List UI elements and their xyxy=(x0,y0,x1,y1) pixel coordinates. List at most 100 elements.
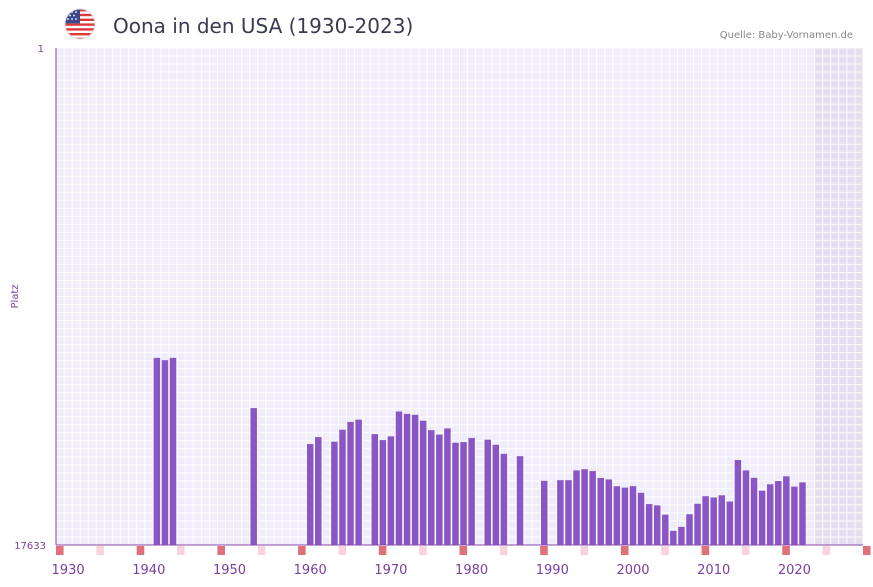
decade-marker-1934 xyxy=(96,546,104,555)
bar-2004 xyxy=(662,514,669,545)
decade-marker-1974 xyxy=(419,546,427,555)
decade-marker-1999 xyxy=(620,546,629,555)
x-tick-label-1990: 1990 xyxy=(536,563,569,578)
decade-marker-1969 xyxy=(378,546,387,555)
bar-2014 xyxy=(742,470,750,545)
x-tick-label-1950: 1950 xyxy=(213,563,246,578)
bar-2001 xyxy=(637,492,645,545)
decade-marker-2029 xyxy=(863,546,871,555)
decade-marker-2004 xyxy=(661,546,669,555)
bar-1989 xyxy=(541,480,548,545)
x-tick-label-1980: 1980 xyxy=(455,563,488,578)
decade-marker-1944 xyxy=(177,546,185,555)
decade-marker-1954 xyxy=(257,546,266,555)
bar-1969 xyxy=(379,440,387,545)
bar-1960 xyxy=(306,444,314,545)
bar-2008 xyxy=(694,503,701,545)
usa-flag-icon xyxy=(64,8,96,40)
bar-2021 xyxy=(799,482,806,545)
bar-1961 xyxy=(315,437,322,545)
bar-2018 xyxy=(775,481,782,545)
bar-1974 xyxy=(419,420,427,545)
decade-marker-2014 xyxy=(741,546,750,555)
bar-1942 xyxy=(161,360,169,545)
x-tick-label-1930: 1930 xyxy=(52,563,85,578)
bar-1972 xyxy=(403,413,411,545)
bar-2010 xyxy=(710,497,717,545)
x-tick-label-2000: 2000 xyxy=(616,563,649,578)
axes xyxy=(55,48,863,546)
x-tick-label-1940: 1940 xyxy=(132,563,165,578)
decade-marker-1939 xyxy=(136,546,145,555)
bar-1968 xyxy=(371,434,378,545)
bar-2002 xyxy=(645,504,653,545)
bar-2020 xyxy=(791,486,798,545)
bar-2012 xyxy=(726,501,734,545)
bar-series xyxy=(153,357,806,545)
bar-2006 xyxy=(678,526,685,545)
bar-1983 xyxy=(492,444,500,545)
bar-1991 xyxy=(557,480,564,545)
bar-1971 xyxy=(395,411,403,545)
y-tick-label-top: 1 xyxy=(38,44,44,55)
bar-1941 xyxy=(153,357,161,545)
bar-1963 xyxy=(331,441,338,545)
bar-1943 xyxy=(169,357,177,545)
tick-labels: 1 17633 Platz 1930 1940 1950 1960 1970 1980 1990 2… xyxy=(10,44,811,578)
chart-title: Oona in den USA (1930-2023) xyxy=(113,14,414,38)
bar-1984 xyxy=(500,453,508,545)
bar-2015 xyxy=(750,477,758,545)
bar-1986 xyxy=(516,456,524,545)
bar-1998 xyxy=(613,486,621,545)
x-tick-label-2010: 2010 xyxy=(697,563,730,578)
plot-grid xyxy=(55,47,864,546)
bar-2013 xyxy=(734,460,742,545)
bar-2009 xyxy=(702,496,709,545)
x-tick-label-1960: 1960 xyxy=(294,563,327,578)
bar-1980 xyxy=(468,437,475,545)
bar-2007 xyxy=(686,514,693,545)
bar-1976 xyxy=(436,434,443,545)
decade-marker-2024 xyxy=(822,546,831,555)
bar-1964 xyxy=(339,429,346,545)
y-tick-label-bottom: 17633 xyxy=(14,541,46,552)
decade-marker-1949 xyxy=(217,546,225,555)
decade-marker-1994 xyxy=(580,546,589,555)
bar-2016 xyxy=(758,490,766,545)
bar-1996 xyxy=(597,477,604,545)
decade-marker-1929 xyxy=(56,546,64,555)
bar-1997 xyxy=(605,479,613,545)
bar-1965 xyxy=(347,421,354,545)
bar-1994 xyxy=(581,469,588,545)
bar-1993 xyxy=(573,470,580,545)
bar-1979 xyxy=(460,442,467,545)
bar-2000 xyxy=(629,486,637,545)
bar-1982 xyxy=(484,439,491,545)
bar-1973 xyxy=(411,414,419,545)
bar-1995 xyxy=(589,471,596,545)
bar-1992 xyxy=(565,480,572,545)
bar-1970 xyxy=(387,436,395,545)
x-tick-label-1970: 1970 xyxy=(374,563,407,578)
bar-1975 xyxy=(428,430,435,545)
bar-2019 xyxy=(783,476,790,545)
x-tick-label-2020: 2020 xyxy=(778,563,811,578)
decade-marker-2019 xyxy=(782,546,790,555)
decade-marker-1984 xyxy=(499,546,508,555)
source-credit: Quelle: Baby-Vornamen.de xyxy=(719,30,853,41)
decade-markers xyxy=(56,546,871,555)
bar-1978 xyxy=(452,442,459,545)
bar-2017 xyxy=(766,484,774,545)
bar-2003 xyxy=(653,505,661,545)
y-axis-label: Platz xyxy=(10,284,21,308)
bar-2011 xyxy=(718,495,726,545)
decade-marker-1979 xyxy=(459,546,468,555)
decade-marker-1964 xyxy=(338,546,347,555)
bar-2005 xyxy=(670,530,677,545)
decade-marker-1989 xyxy=(540,546,548,555)
bar-1953 xyxy=(250,408,257,545)
bar-1999 xyxy=(621,487,629,545)
decade-marker-1959 xyxy=(298,546,306,555)
bar-1966 xyxy=(355,419,362,545)
